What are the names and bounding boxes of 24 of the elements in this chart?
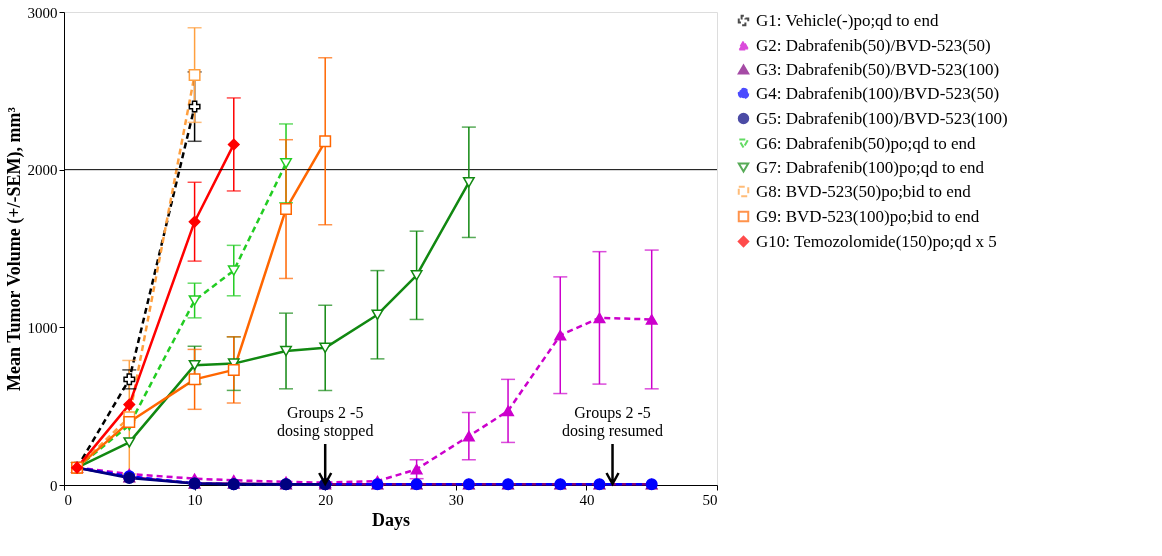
- y-tick-label: 1000: [27, 319, 58, 336]
- x-tick-label: 0: [64, 491, 72, 508]
- annotation: Groups 2 -5 dosing stopped: [276, 404, 374, 440]
- x-tick-label: 30: [448, 491, 464, 508]
- legend-label: G10: Temozolomide(150)po;qd x 5: [756, 231, 997, 251]
- legend-label: G9: BVD-523(100)po;bid to end: [756, 206, 980, 226]
- legend-label: G1: Vehicle(-)po;qd to end: [756, 10, 939, 30]
- legend-label: G6: Dabrafenib(50)po;qd to end: [756, 133, 977, 153]
- legend-label: G5: Dabrafenib(100)/BVD-523(100): [756, 108, 1008, 128]
- x-tick-label: 40: [579, 491, 595, 508]
- legend-label: G4: Dabrafenib(100)/BVD-523(50): [756, 83, 1000, 103]
- y-tick-label: 2000: [27, 162, 58, 179]
- x-tick-label: 10: [187, 491, 203, 508]
- legend-label: G3: Dabrafenib(50)/BVD-523(100): [756, 59, 1000, 79]
- x-tick-label: 50: [702, 491, 718, 508]
- x-axis-title: Days: [371, 509, 411, 530]
- y-tick-label: 0: [50, 477, 58, 494]
- legend-label: G7: Dabrafenib(100)po;qd to end: [756, 157, 985, 177]
- y-axis-title: Mean Tumor Volume (+/-SEM), mm³: [3, 106, 25, 391]
- legend-label: G2: Dabrafenib(50)/BVD-523(50): [756, 35, 991, 55]
- legend-label: G8: BVD-523(50)po;bid to end: [756, 181, 972, 201]
- y-tick-label: 3000: [27, 4, 58, 21]
- x-tick-label: 20: [318, 491, 334, 508]
- annotation: Groups 2 -5 dosing resumed: [562, 404, 663, 440]
